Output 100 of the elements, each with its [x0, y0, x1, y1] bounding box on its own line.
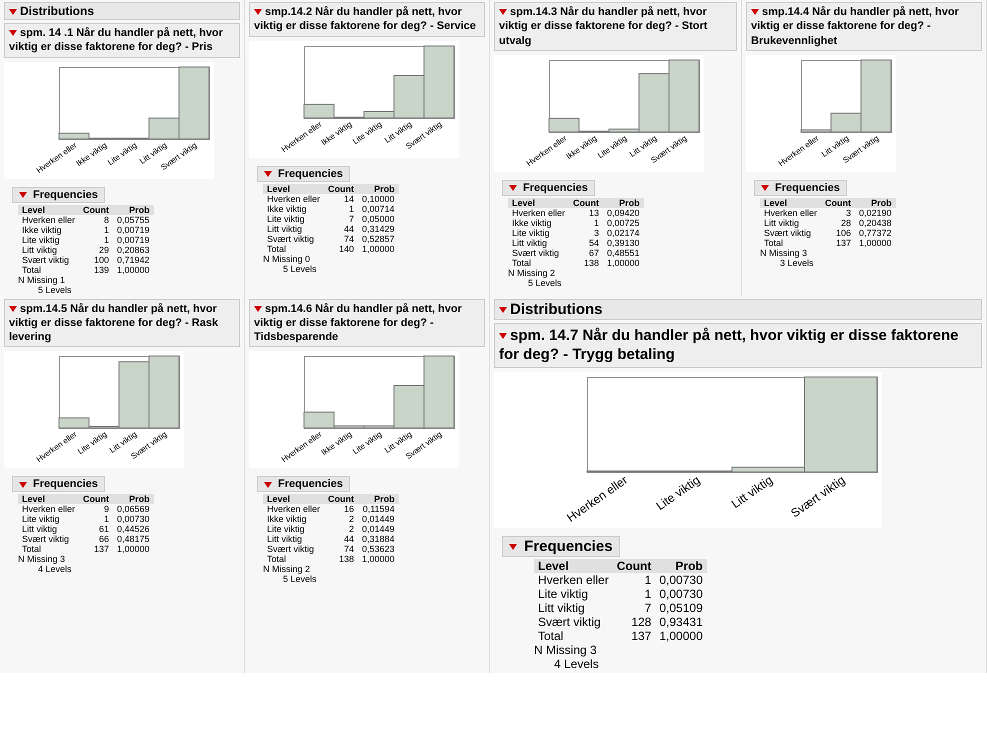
text: 1,00000: [361, 244, 396, 254]
text: Frequencies: [754, 180, 847, 196]
text: Hverken eller: [537, 572, 610, 587]
x-tick-label: Lite viktig: [596, 134, 629, 160]
text: 1,00000: [116, 264, 151, 275]
text: Total: [511, 258, 532, 268]
text: Svært viktig: [511, 248, 560, 258]
text: Total: [266, 554, 288, 564]
x-tick-label: Lite viktig: [76, 430, 109, 457]
text: 0,05109: [658, 600, 704, 615]
text: Litt viktig: [266, 534, 304, 544]
text: 54: [588, 238, 600, 248]
text: 0,05000: [361, 214, 396, 224]
text: 3: [593, 228, 600, 238]
x-tick-label: Lite viktig: [106, 140, 139, 167]
x-tick-label: Lite viktig: [351, 119, 384, 146]
text: Hverken eller: [511, 208, 566, 218]
text: Frequencies: [12, 476, 105, 492]
text: 137: [93, 544, 110, 554]
text: 1: [103, 224, 110, 235]
text: Prob: [358, 494, 399, 504]
text: 0,93431: [658, 614, 704, 629]
text: Count: [79, 204, 114, 215]
text: 0,39130: [606, 238, 641, 248]
text: 1,00000: [658, 628, 704, 643]
text: 0,48551: [606, 248, 641, 258]
text: 0,48175: [116, 534, 151, 544]
x-tick-label: Lite viktig: [654, 472, 703, 513]
text: 29: [98, 244, 110, 255]
text: 0,05755: [116, 214, 151, 225]
text: Frequencies: [257, 476, 350, 492]
text: 138: [583, 258, 600, 268]
text: Hverken eller: [21, 214, 76, 225]
text: 61: [98, 524, 110, 534]
text: Prob: [603, 198, 644, 208]
text: Count: [821, 198, 856, 208]
chart-title: smp.14.4 Når du handler på nett, hvor viktig er disse faktorene for deg? - Brukevennlighet: [746, 2, 982, 51]
text: 44: [343, 534, 356, 544]
text: 1: [348, 204, 356, 214]
text: Prob: [358, 184, 399, 194]
text: Litt viktig: [21, 244, 58, 255]
chart-title: spm.14.5 Når du handler på nett, hvor viktig er disse faktorene for deg? - Rask levering: [4, 298, 240, 348]
text: Lite viktig: [511, 228, 550, 238]
text: Level: [508, 198, 570, 208]
text: 0,00730: [658, 586, 704, 601]
text: 1: [103, 514, 110, 524]
text: 138: [338, 554, 356, 564]
text: 0,00719: [116, 224, 151, 235]
text: Prob: [113, 204, 154, 215]
text: Count: [569, 198, 604, 208]
text: Prob: [855, 198, 896, 208]
text: 0,77372: [858, 228, 893, 238]
text: 9: [103, 504, 110, 514]
text: 0,44526: [116, 524, 151, 534]
text: 5 Levels: [38, 284, 73, 295]
text: 0,20438: [858, 218, 893, 228]
text: 1: [593, 218, 600, 228]
text: N Missing 2: [263, 564, 312, 574]
text: 2: [348, 524, 356, 534]
text: 0,20863: [116, 244, 151, 255]
text: Total: [266, 244, 288, 254]
x-tick-label: Litt viktig: [728, 472, 776, 511]
text: Level: [18, 494, 80, 504]
text: Frequencies: [12, 186, 105, 203]
text: Litt viktig: [511, 238, 548, 248]
text: Svært viktig: [266, 234, 316, 244]
text: Level: [760, 198, 822, 208]
text: Total: [21, 264, 42, 275]
text: 1,00000: [606, 258, 641, 268]
text: 0,02174: [606, 228, 641, 238]
x-tick-label: Lite viktig: [351, 430, 384, 457]
text: Level: [18, 204, 80, 215]
text: 137: [630, 628, 652, 643]
text: Count: [324, 494, 358, 504]
text: Frequencies: [502, 180, 595, 196]
text: 0,00725: [606, 218, 641, 228]
text: Litt viktig: [763, 218, 800, 228]
text: 5 Levels: [282, 574, 318, 584]
text: Ikke viktig: [266, 204, 308, 214]
text: 67: [588, 248, 600, 258]
text: 0,02190: [858, 208, 893, 218]
text: 1,00000: [858, 238, 893, 248]
chart-title: spm.14.6 Når du handler på nett, hvor viktig er disse faktorene for deg? - Tidsbesparende: [249, 298, 485, 348]
text: 0,52857: [361, 234, 396, 244]
chart-title: spm. 14.7 Når du handler på nett, hvor viktig er disse faktorene for deg? - Trygg betaling: [494, 322, 982, 368]
text: 28: [840, 218, 852, 228]
text: Level: [263, 184, 324, 194]
text: 1: [644, 572, 652, 587]
text: Frequencies: [502, 536, 620, 557]
text: Total: [763, 238, 784, 248]
text: 14: [343, 194, 356, 204]
text: 137: [835, 238, 852, 248]
text: 0,09420: [606, 208, 641, 218]
text: N Missing 0: [263, 254, 310, 264]
text: Svært viktig: [537, 614, 602, 629]
text: Hverken eller: [266, 194, 322, 204]
text: 0,00719: [116, 234, 151, 245]
text: Level: [263, 494, 324, 504]
text: 66: [98, 534, 110, 544]
text: Distributions: [494, 298, 982, 320]
